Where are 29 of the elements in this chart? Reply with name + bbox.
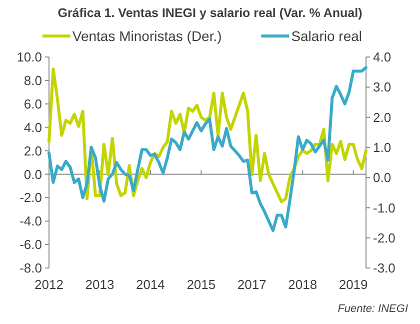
y-tick-label: -8.0 (20, 260, 42, 276)
x-tick-label: 2017 (237, 277, 266, 292)
x-tick-label: 2018 (288, 277, 318, 292)
x-tick-label: 2015 (186, 277, 216, 292)
x-tick-label: 2014 (136, 277, 165, 292)
y2-tick-label: 1.0 (373, 140, 392, 155)
y2-tick-label: 2.0 (373, 110, 392, 125)
y-tick-label: 8.0 (24, 72, 42, 88)
x-tick-label: 2019 (338, 277, 368, 292)
y-tick-label: 6.0 (24, 96, 42, 112)
chart-title: Gráfica 1. Ventas INEGI y salario real (Var. % Anual) (58, 6, 362, 20)
y-tick-label: 2.0 (24, 143, 42, 158)
x-tick-label: 2013 (85, 277, 114, 292)
y-tick-label: -4.0 (20, 214, 42, 229)
legend-label: Salario real (291, 28, 362, 44)
y-tick-label: -2.0 (20, 190, 42, 206)
y2-tick-label: 0.0 (373, 170, 392, 186)
y2-tick-label: -1.0 (373, 200, 396, 216)
y-tick-label: 4.0 (24, 120, 42, 135)
y-tick-label: 10.0 (16, 50, 42, 65)
source-note: Fuente: INEGI (338, 303, 408, 315)
y2-tick-label: 3.0 (373, 80, 392, 95)
y-tick-label: 0.0 (24, 166, 42, 182)
y2-tick-label: -2.0 (373, 230, 396, 246)
y2-tick-label: 4.0 (373, 50, 392, 65)
y2-tick-label: -3.0 (373, 260, 396, 276)
y-tick-label: -6.0 (20, 237, 42, 252)
legend-label: Ventas Minoristas (Der.) (72, 28, 222, 44)
x-tick-label: 2012 (34, 277, 64, 292)
